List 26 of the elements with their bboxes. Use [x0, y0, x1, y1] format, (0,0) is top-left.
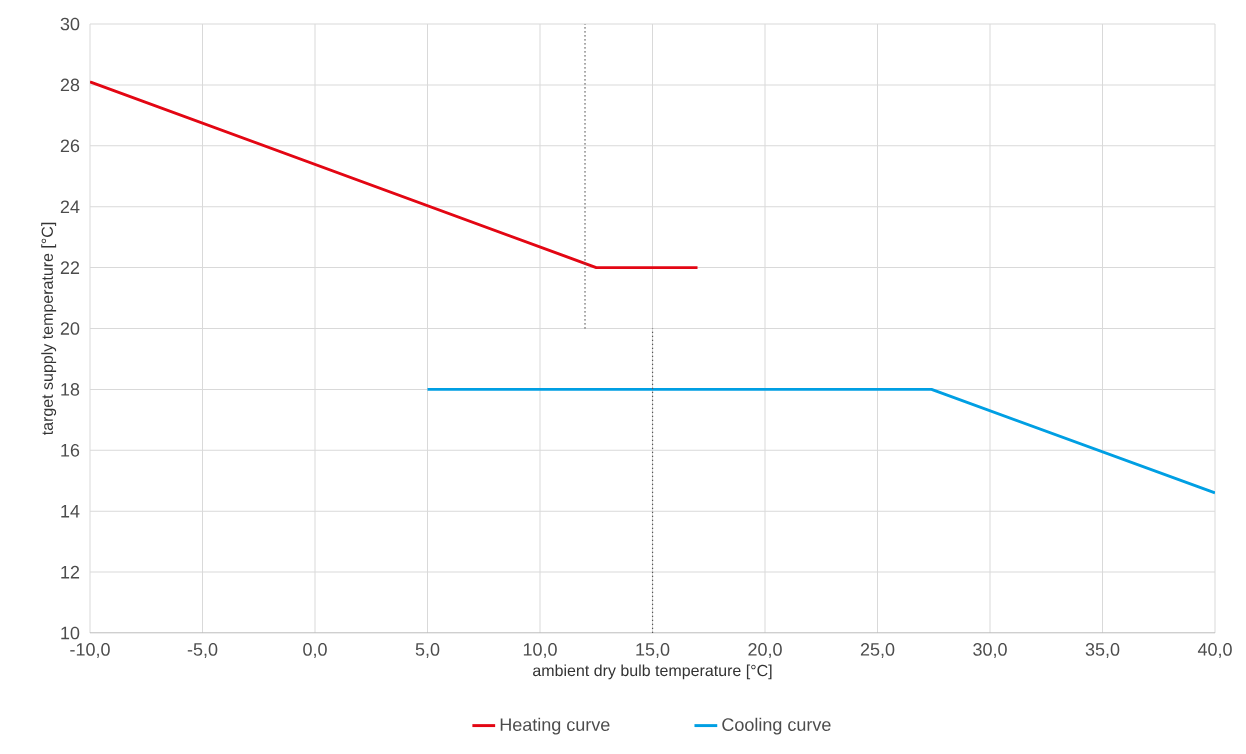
y-tick-label: 10 — [61, 626, 80, 640]
x-tick-label: 15,0 — [636, 643, 670, 658]
x-tick-label: 30,0 — [973, 643, 1007, 658]
x-axis-title: ambient dry bulb temperature [°C] — [533, 664, 772, 680]
x-tick-label: 40,0 — [1197, 643, 1232, 658]
y-tick-label: 28 — [60, 78, 80, 92]
y-tick-label: 14 — [61, 505, 80, 518]
x-tick-label: 35,0 — [1085, 643, 1120, 658]
y-tick-label: 16 — [61, 443, 80, 457]
y-tick-label: 22 — [60, 261, 80, 274]
y-tick-label: 12 — [61, 565, 80, 579]
x-tick-label: 0,0 — [303, 643, 327, 658]
y-tick-label: 26 — [60, 139, 80, 153]
y-tick-label: 18 — [61, 383, 80, 396]
x-tick-label: 10,0 — [523, 643, 557, 658]
legend-label: Heating curve — [500, 717, 610, 735]
x-tick-label: 25,0 — [860, 643, 895, 658]
x-tick-label: 5,0 — [415, 643, 440, 658]
y-axis-title: target supply temperature [°C] — [41, 222, 57, 436]
y-tick-label: 24 — [60, 200, 80, 213]
x-tick-label: -5,0 — [187, 643, 218, 658]
y-tick-label: 20 — [60, 322, 80, 335]
x-tick-label: -10,0 — [70, 643, 110, 658]
legend-label: Cooling curve — [722, 717, 831, 735]
y-tick-label: 30 — [60, 17, 80, 31]
x-tick-label: 20,0 — [748, 643, 782, 658]
